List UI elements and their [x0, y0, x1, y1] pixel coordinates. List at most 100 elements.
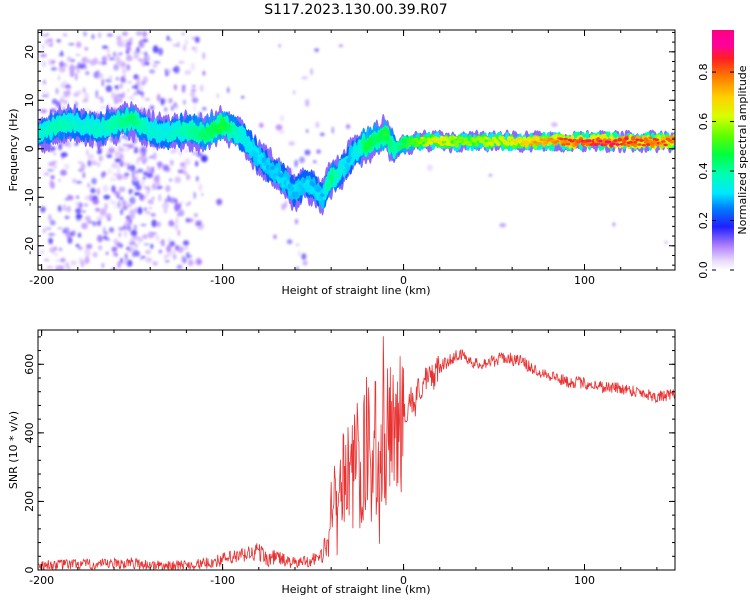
noise-blob	[167, 250, 170, 256]
noise-blob	[181, 32, 185, 36]
noise-blob	[172, 67, 178, 72]
noise-blob	[190, 91, 196, 98]
noise-blob	[77, 232, 82, 238]
noise-blob	[57, 227, 63, 230]
y-tick-label: 0	[23, 145, 36, 152]
noise-blob	[53, 253, 59, 256]
ridge-cell	[526, 141, 531, 145]
noise-blob	[112, 173, 119, 176]
noise-blob	[148, 206, 153, 210]
noise-blob	[77, 246, 83, 251]
noise-blob	[70, 260, 77, 266]
noise-blob	[83, 98, 89, 103]
ridge-cell	[628, 140, 633, 144]
y-tick-label: 10	[23, 93, 36, 107]
ridge-cell	[140, 118, 145, 125]
noise-blob	[105, 251, 109, 255]
ridge-cell	[261, 157, 266, 164]
spectrogram-xlabel: Height of straight line (km)	[281, 284, 430, 297]
ridge-cell	[383, 131, 388, 137]
ridge-cell	[40, 135, 45, 140]
ridge-cell	[352, 153, 358, 158]
noise-blob	[152, 152, 157, 160]
noise-blob	[294, 218, 299, 225]
noise-blob	[84, 256, 90, 264]
noise-blob	[191, 37, 197, 40]
ridge-cell	[637, 143, 642, 146]
noise-blob	[128, 168, 133, 172]
y-tick-label: 20	[23, 45, 36, 59]
noise-blob	[147, 231, 155, 239]
noise-blob	[151, 219, 157, 228]
noise-blob	[114, 53, 120, 60]
noise-blob	[66, 205, 71, 213]
ridge-cell	[307, 184, 312, 190]
noise-blob	[132, 252, 135, 258]
spectrogram-frame	[37, 29, 676, 271]
ridge-cell	[522, 136, 527, 142]
noise-blob	[118, 52, 123, 56]
noise-blob	[126, 259, 133, 267]
ridge-cell	[409, 142, 414, 145]
noise-blob	[130, 229, 138, 237]
noise-blob	[184, 70, 192, 75]
noise-blob	[55, 89, 60, 95]
noise-blob	[199, 84, 204, 92]
ridge-cell	[487, 141, 492, 145]
noise-blob	[111, 248, 117, 252]
ridge-cell	[474, 142, 479, 147]
noise-blob	[92, 72, 96, 75]
colorbar-label: Normalized spectral amplitude	[736, 65, 749, 234]
ridge-cell	[85, 124, 91, 129]
noise-blob	[92, 199, 99, 205]
x-tick-label: 0	[400, 274, 407, 287]
noise-blob	[72, 178, 77, 184]
snr-marks	[38, 336, 675, 570]
noise-blob	[90, 187, 96, 194]
noise-blob	[120, 208, 124, 216]
colorbar-ticks: 0.0 0.2 0.4 0.6 0.8	[697, 63, 734, 279]
noise-blob	[86, 149, 89, 156]
noise-blob	[106, 154, 113, 159]
noise-blob	[75, 181, 83, 184]
ridge-cell	[194, 126, 199, 131]
colorbar-tick-label: 0.0	[697, 261, 710, 279]
ridge-cell	[437, 140, 442, 143]
noise-blob	[138, 58, 142, 62]
noise-blob	[57, 205, 62, 212]
noise-blob	[278, 130, 285, 135]
noise-blob	[42, 79, 47, 85]
noise-blob	[119, 243, 123, 248]
ridge-cell	[450, 143, 455, 147]
noise-blob	[183, 246, 189, 251]
noise-blob	[185, 252, 190, 259]
noise-blob	[72, 229, 76, 235]
noise-blob	[310, 68, 313, 76]
noise-blob	[177, 246, 184, 253]
ridge-cell	[190, 125, 195, 131]
noise-blob	[488, 174, 493, 177]
noise-blob	[134, 207, 137, 214]
noise-blob	[152, 261, 158, 266]
noise-blob	[49, 246, 57, 254]
noise-blob	[53, 165, 57, 169]
noise-blob	[62, 33, 68, 37]
noise-blob	[57, 75, 61, 81]
ridge-cell	[596, 142, 601, 146]
noise-blob	[40, 109, 47, 114]
noise-blob	[103, 226, 106, 235]
noise-blob	[164, 260, 170, 263]
ridge-cell	[387, 141, 392, 147]
ridge-cell	[663, 143, 668, 147]
noise-blob	[316, 149, 321, 154]
noise-blob	[551, 122, 558, 127]
noise-blob	[83, 91, 89, 100]
noise-blob	[53, 152, 56, 155]
y-tick-label: 400	[23, 422, 36, 443]
noise-blob	[62, 204, 66, 212]
noise-blob	[157, 161, 163, 167]
noise-blob	[295, 243, 300, 246]
noise-blob	[143, 57, 147, 61]
noise-blob	[146, 172, 153, 178]
